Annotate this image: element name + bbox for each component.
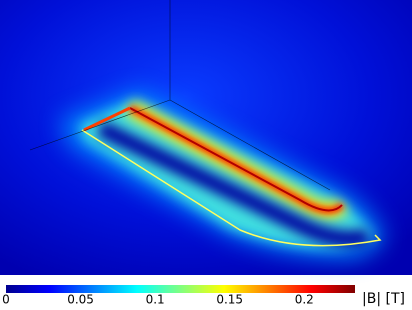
colorbar-tick-label: 0.2 — [295, 293, 314, 307]
field-image — [0, 0, 412, 275]
colorbar-label: |B| [T] — [362, 291, 405, 307]
colorbar-tick-label: 0.1 — [146, 293, 165, 307]
colorbar-tick-label: 0.15 — [216, 293, 243, 307]
colorbar-tick-label: 0 — [2, 293, 10, 307]
colorbar — [6, 285, 355, 293]
colorbar-tick-label: 0.05 — [67, 293, 94, 307]
